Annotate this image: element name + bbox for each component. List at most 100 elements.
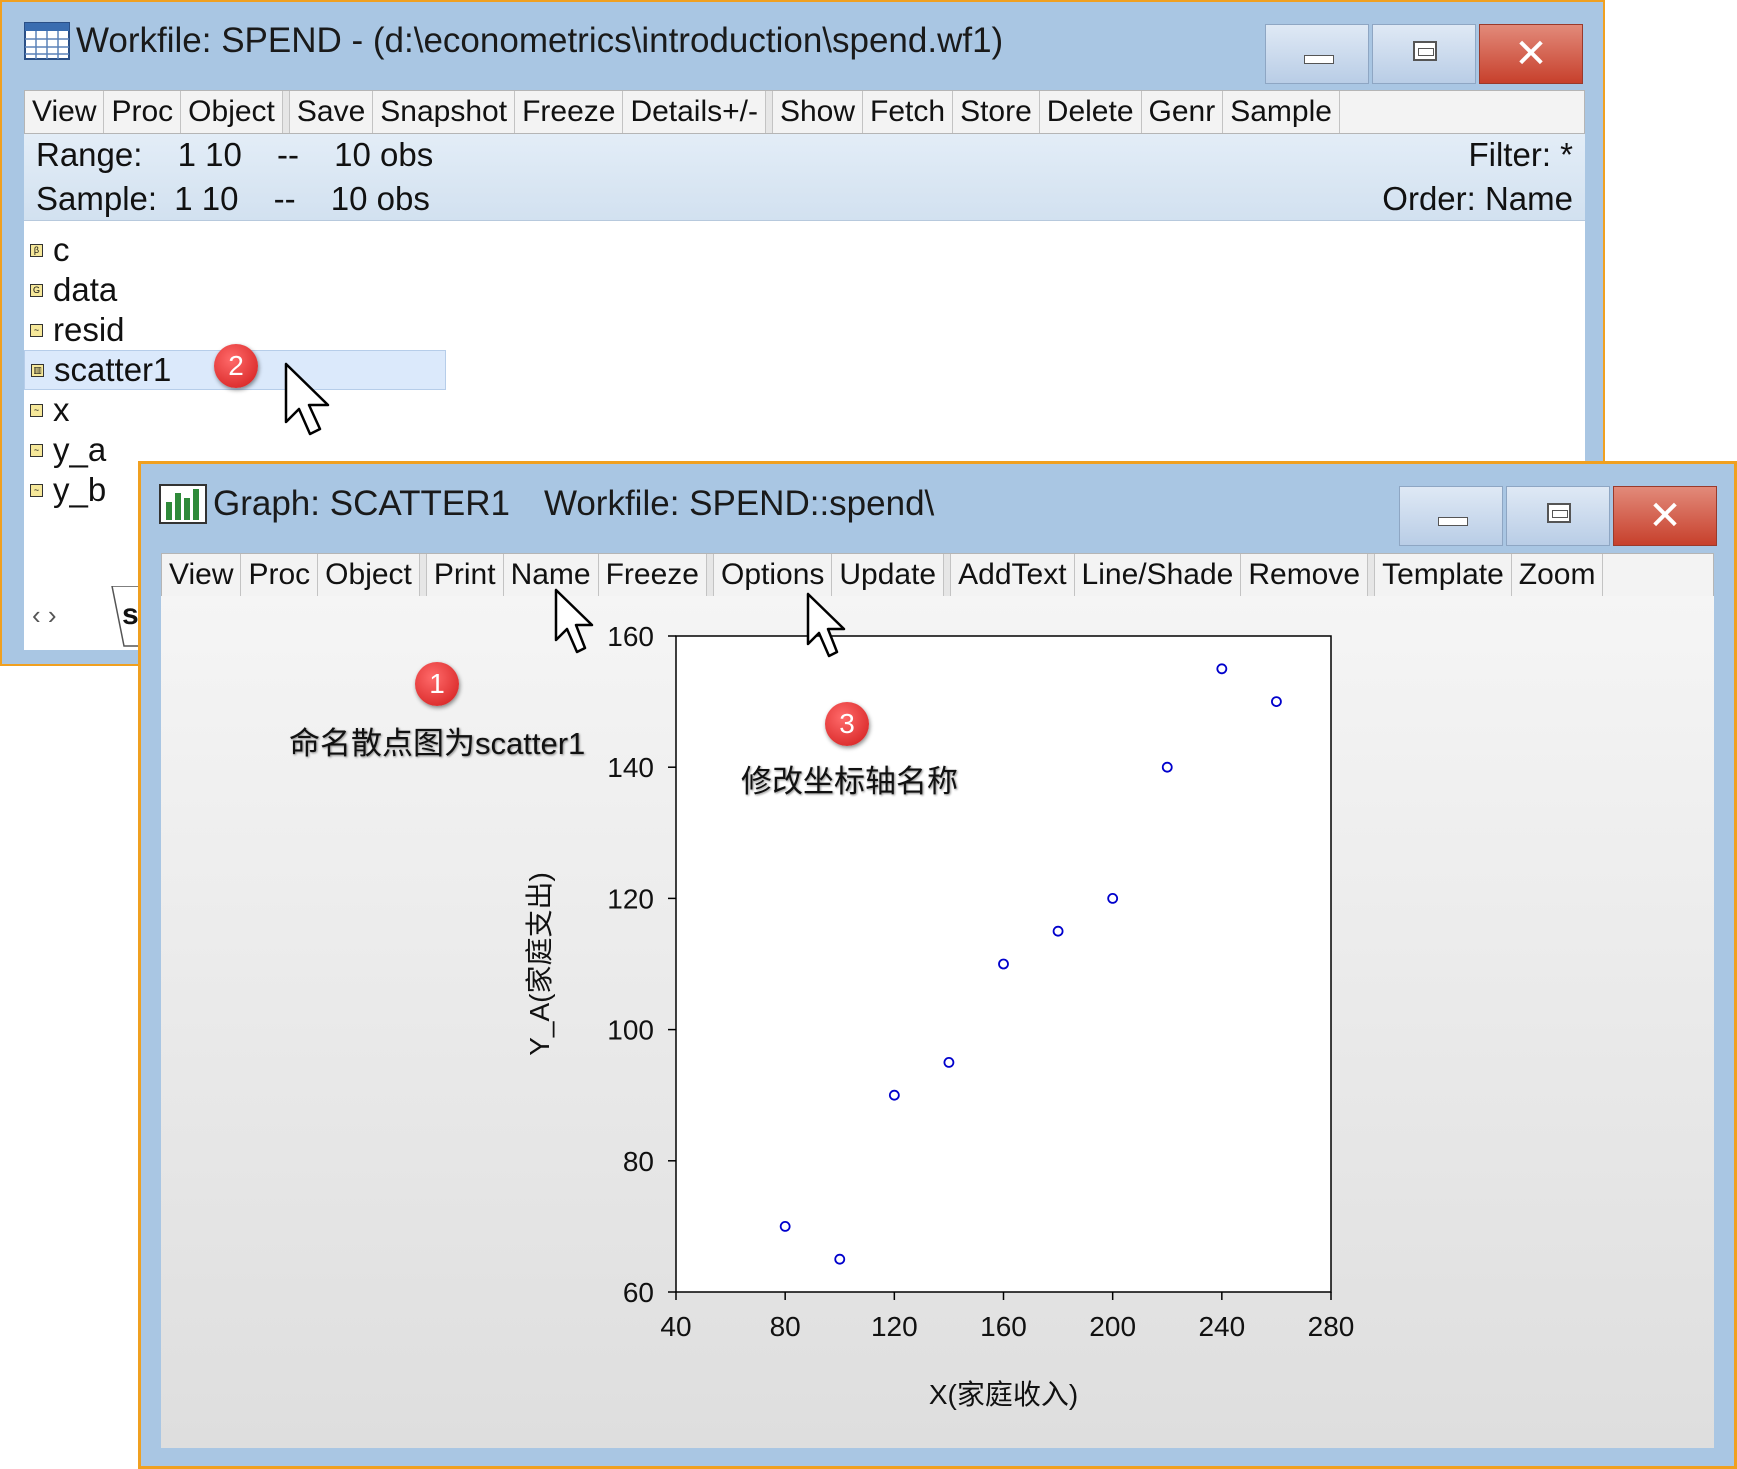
sample-value: 1 10 <box>174 180 239 217</box>
x-tick-label: 280 <box>1308 1311 1355 1342</box>
maximize-icon <box>1413 41 1437 61</box>
scatter-chart[interactable]: 60 80 100 120 140 160 40 80 120 160 200 240 280 X(家庭收… <box>161 596 1714 1448</box>
range-value: 1 10 <box>177 136 242 173</box>
scatter-point <box>998 958 1009 970</box>
graph-remove-button[interactable]: Remove <box>1241 554 1369 596</box>
series-icon: ~ <box>30 443 43 457</box>
scatter-point <box>1052 925 1064 937</box>
minimize-button[interactable] <box>1265 24 1369 84</box>
graph-view-button[interactable]: View <box>162 554 242 596</box>
workfile-info-panel: Range: 1 10 -- 10 obs Sample: 1 10 -- 10… <box>24 134 1585 221</box>
graph-update-button[interactable]: Update <box>832 554 945 596</box>
minimize-icon <box>1304 55 1334 64</box>
scatter-point <box>834 1253 846 1265</box>
range-row: Range: 1 10 -- 10 obs <box>36 136 433 174</box>
workfile-title: Workfile: SPEND - (d:\econometrics\intro… <box>76 21 1004 60</box>
y-tick-label: 60 <box>623 1277 654 1308</box>
scatter-point <box>888 1089 900 1101</box>
graph-maximize-button[interactable] <box>1506 486 1610 546</box>
x-tick-label: 240 <box>1198 1311 1245 1342</box>
sample-sep: -- <box>273 180 296 217</box>
mouse-cursor-icon <box>806 592 846 658</box>
graph-object-button[interactable]: Object <box>318 554 420 596</box>
tab-spend[interactable]: s <box>122 598 139 631</box>
workfile-icon <box>24 22 70 60</box>
tab-nav-arrows[interactable]: ‹ › <box>32 600 57 630</box>
toolbar-separator <box>944 554 952 596</box>
graph-name-button[interactable]: Name <box>504 554 599 596</box>
graph-line-shade-button[interactable]: Line/Shade <box>1075 554 1242 596</box>
scatter-point <box>1161 761 1173 773</box>
workfile-store-button[interactable]: Store <box>953 91 1040 133</box>
workfile-object-label: y_a <box>53 431 107 468</box>
workfile-toolbar: View Proc Object Save Snapshot Freeze Details+… <box>24 90 1585 134</box>
range-sep: -- <box>277 136 299 173</box>
y-tick-label: 160 <box>607 621 654 652</box>
workfile-sample-button[interactable]: Sample <box>1223 91 1340 133</box>
workfile-snapshot-button[interactable]: Snapshot <box>373 91 516 133</box>
graph-zoom-button[interactable]: Zoom <box>1512 554 1604 596</box>
workfile-object-button[interactable]: Object <box>181 91 283 133</box>
series-icon: ~ <box>30 403 43 417</box>
workfile-details-button[interactable]: Details+/- <box>623 91 766 133</box>
y-tick-label: 120 <box>607 883 654 914</box>
range-label: Range: <box>36 136 143 173</box>
x-tick-label: 160 <box>980 1311 1027 1342</box>
sample-obs: 10 obs <box>330 180 430 217</box>
workfile-save-button[interactable]: Save <box>290 91 374 133</box>
filter-text[interactable]: Filter: * <box>1468 136 1573 173</box>
graph-window-controls: ✕ <box>1396 486 1717 546</box>
workfile-proc-button[interactable]: Proc <box>104 91 182 133</box>
scatter-point <box>1107 892 1119 904</box>
graph-workfile-title: Workfile: SPEND::spend\ <box>543 484 935 523</box>
close-icon: ✕ <box>1514 32 1548 76</box>
workfile-freeze-button[interactable]: Freeze <box>515 91 624 133</box>
graph-freeze-button[interactable]: Freeze <box>599 554 707 596</box>
close-button[interactable]: ✕ <box>1479 24 1583 84</box>
graph-minimize-button[interactable] <box>1399 486 1503 546</box>
workfile-fetch-button[interactable]: Fetch <box>863 91 954 133</box>
workfile-object-label: scatter1 <box>54 351 172 388</box>
graph-print-button[interactable]: Print <box>427 554 504 596</box>
workfile-titlebar[interactable]: Workfile: SPEND - (d:\econometrics\intro… <box>2 2 1603 80</box>
graph-toolbar: View Proc Object Print Name Freeze Options Upda… <box>161 553 1714 597</box>
sample-label: Sample: <box>36 180 158 217</box>
graph-template-button[interactable]: Template <box>1375 554 1512 596</box>
toolbar-separator <box>706 554 714 596</box>
workfile-object-y_b[interactable]: ~ y_b <box>24 470 446 510</box>
y-axis-label: Y_A(家庭支出) <box>524 872 555 1056</box>
graph-addtext-button[interactable]: AddText <box>951 554 1075 596</box>
toolbar-separator <box>282 91 290 133</box>
y-tick-label: 140 <box>607 752 654 783</box>
x-tick-label: 120 <box>871 1311 918 1342</box>
graph-canvas-area[interactable]: 60 80 100 120 140 160 40 80 120 160 200 240 280 X(家庭收… <box>161 596 1714 1448</box>
maximize-icon <box>1547 503 1571 523</box>
graph-proc-button[interactable]: Proc <box>241 554 319 596</box>
x-tick-label: 40 <box>660 1311 691 1342</box>
x-tick-label: 80 <box>770 1311 801 1342</box>
order-text[interactable]: Order: Name <box>1382 180 1573 217</box>
group-icon: G <box>30 283 43 297</box>
annotation-name-scatter: 命名散点图为scatter1 <box>289 726 586 761</box>
workfile-genr-button[interactable]: Genr <box>1142 91 1224 133</box>
series-icon: ~ <box>30 323 43 337</box>
workfile-object-label: c <box>53 231 70 268</box>
workfile-object-resid[interactable]: ~ resid <box>24 310 446 350</box>
workfile-view-button[interactable]: View <box>25 91 105 133</box>
workfile-object-x[interactable]: ~ x <box>24 390 446 430</box>
coef-icon: β <box>30 243 43 257</box>
graph-options-button[interactable]: Options <box>714 554 833 596</box>
maximize-button[interactable] <box>1372 24 1476 84</box>
workfile-object-y_a[interactable]: ~ y_a <box>24 430 446 470</box>
workfile-show-button[interactable]: Show <box>773 91 864 133</box>
range-obs: 10 obs <box>334 136 434 173</box>
workfile-delete-button[interactable]: Delete <box>1040 91 1142 133</box>
workfile-window-controls: ✕ <box>1262 24 1583 84</box>
graph-close-button[interactable]: ✕ <box>1613 486 1717 546</box>
y-tick-label: 80 <box>623 1146 654 1177</box>
graph-titlebar[interactable]: Graph: SCATTER1 Workfile: SPEND::spend\ <box>141 464 1734 544</box>
plot-frame <box>675 635 1332 1293</box>
minimize-icon <box>1438 517 1468 526</box>
